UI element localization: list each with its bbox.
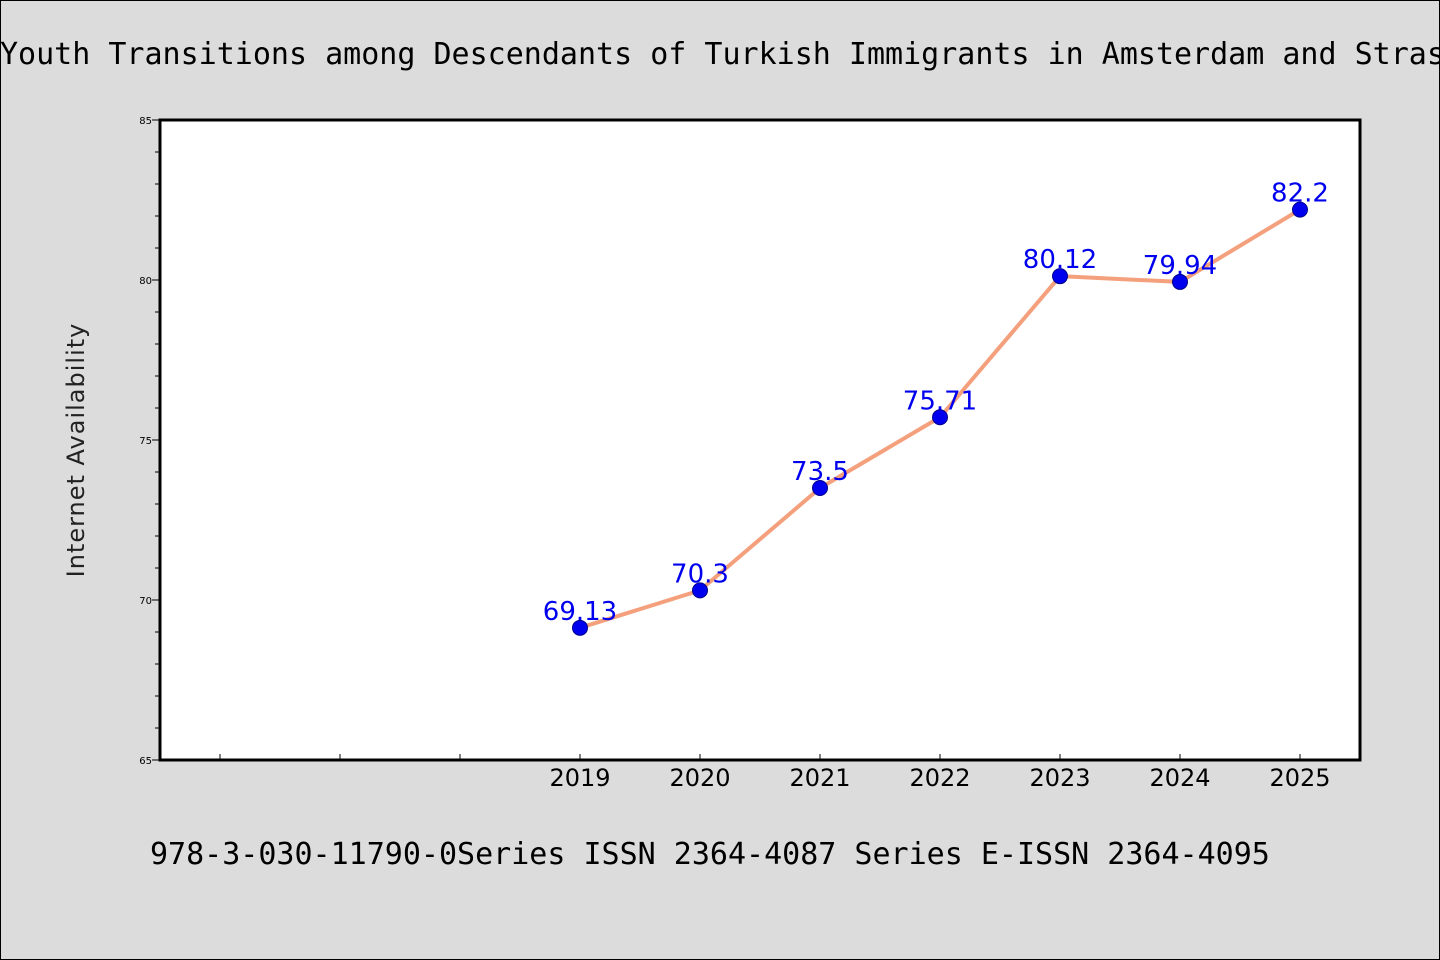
data-point (1172, 273, 1188, 290)
x-tick-label: 2025 (1269, 764, 1330, 792)
series-group: 69.13 70.3 73.5 75.71 80.12 79.94 82.2 (543, 179, 1329, 636)
x-tick-label: 2020 (669, 764, 730, 792)
x-tick-label: 2023 (1029, 764, 1090, 792)
data-label: 82.2 (1271, 179, 1329, 209)
data-point (932, 409, 948, 426)
data-point (1292, 201, 1308, 218)
data-label: 70.3 (671, 559, 729, 589)
data-label: 79.94 (1143, 251, 1217, 281)
chart-title: Youth Transitions among Descendants of T… (0, 37, 1440, 72)
y-tick-label: 70 (139, 596, 152, 607)
y-axis-label: Internet Availability (62, 323, 90, 578)
data-point (812, 480, 828, 496)
data-label: 80.12 (1023, 245, 1097, 275)
y-tick-label: 80 (139, 276, 152, 287)
x-tick-label: 2022 (909, 764, 970, 792)
data-point (572, 619, 588, 636)
x-tick-label: 2019 (549, 764, 610, 792)
x-tick-label: 2021 (789, 764, 850, 792)
data-point (1052, 268, 1068, 285)
x-tick-label: 2024 (1149, 764, 1210, 792)
plot-frame (158, 118, 1362, 762)
data-point (692, 582, 708, 599)
data-label: 73.5 (791, 457, 849, 487)
y-tick-label: 85 (139, 116, 152, 127)
isbn-footer: 978-3-030-11790-0Series ISSN 2364-4087 S… (150, 837, 1270, 872)
data-label: 75.71 (903, 386, 977, 416)
y-tick-label: 75 (139, 436, 152, 447)
data-label: 69.13 (543, 597, 617, 627)
plot-area (160, 120, 1360, 760)
x-axis: 2019 2020 2021 2022 2023 2024 2025 (219, 754, 1331, 792)
y-tick-label: 65 (139, 756, 152, 767)
